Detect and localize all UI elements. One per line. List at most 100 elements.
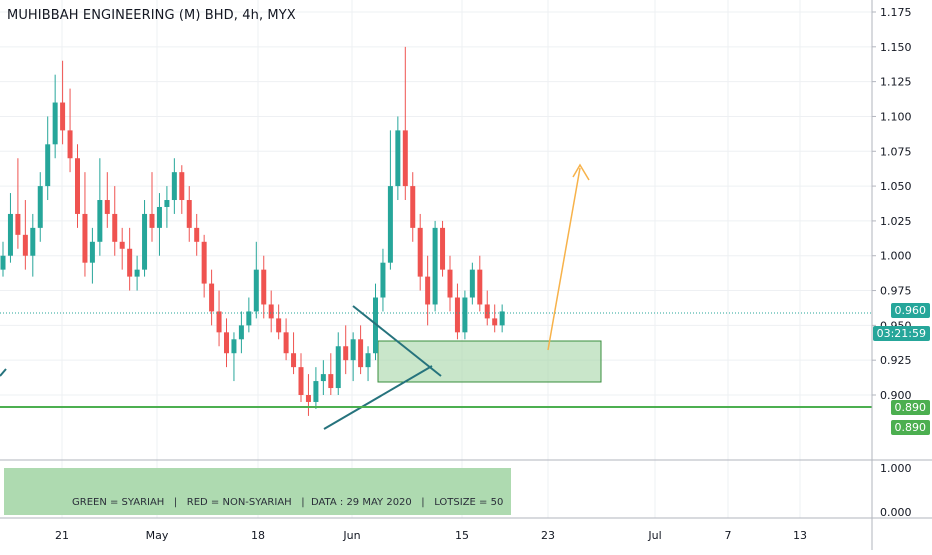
candle-body bbox=[97, 200, 103, 242]
candle-body bbox=[156, 206, 162, 228]
time-tick-label: 23 bbox=[541, 529, 555, 542]
candle-body bbox=[104, 200, 110, 214]
time-tick-label: 7 bbox=[725, 529, 732, 542]
candle-body bbox=[447, 269, 453, 298]
price-tick-label: 1.175 bbox=[880, 6, 912, 19]
candle-body bbox=[425, 276, 431, 305]
candle-body bbox=[268, 304, 274, 319]
candle-body bbox=[320, 374, 326, 382]
candle-body bbox=[373, 297, 378, 354]
candle-body bbox=[142, 213, 148, 270]
candle-body bbox=[216, 311, 222, 333]
candle-body bbox=[328, 374, 334, 389]
price-tick-label: 1.150 bbox=[880, 41, 912, 54]
candle-body bbox=[164, 200, 170, 207]
candle-body bbox=[276, 318, 282, 333]
candle-body bbox=[0, 255, 6, 270]
arrow-head bbox=[572, 163, 590, 181]
support-badge-1: 0.890 bbox=[890, 400, 930, 415]
price-tick-label: 1.000 bbox=[880, 250, 912, 263]
candle-body bbox=[335, 346, 341, 389]
candle-body bbox=[365, 353, 371, 368]
price-tick-label: 1.075 bbox=[880, 145, 912, 158]
time-tick-label: 15 bbox=[455, 529, 469, 542]
projection-arrow bbox=[547, 167, 581, 351]
time-tick-label: Jul bbox=[647, 529, 661, 542]
candle-body bbox=[201, 241, 207, 284]
candle-body bbox=[283, 332, 289, 354]
candle-body bbox=[395, 130, 401, 187]
candle-body bbox=[89, 241, 95, 263]
candle-body bbox=[186, 200, 192, 228]
indicator-tick-label: 0.000 bbox=[880, 506, 912, 519]
candle-body bbox=[238, 325, 244, 340]
candle-body bbox=[127, 248, 133, 277]
candle-body bbox=[462, 297, 468, 333]
candle-body bbox=[305, 395, 311, 402]
candle-body bbox=[469, 269, 475, 298]
candle-body bbox=[410, 186, 416, 228]
candle-body bbox=[82, 213, 88, 263]
candle-body bbox=[112, 213, 118, 242]
candle-body bbox=[7, 213, 13, 256]
candle-body bbox=[417, 227, 423, 277]
candle-body bbox=[477, 269, 483, 305]
last-price-badge: 0.960 bbox=[890, 303, 930, 318]
candle-body bbox=[37, 186, 43, 228]
support-badge-2: 0.890 bbox=[890, 420, 930, 435]
price-tick-label: 1.050 bbox=[880, 180, 912, 193]
candle-body bbox=[358, 339, 364, 368]
candle-body bbox=[52, 102, 58, 145]
candle-body bbox=[67, 130, 73, 159]
candle-body bbox=[231, 339, 237, 354]
chart-title: MUHIBBAH ENGINEERING (M) BHD, 4h, MYX bbox=[7, 8, 296, 23]
triangle-upper-line bbox=[352, 305, 442, 377]
candle-body bbox=[291, 353, 297, 368]
candle-body bbox=[149, 213, 155, 228]
countdown-badge: 03:21:59 bbox=[872, 326, 930, 341]
indicator-tick-label: 1.000 bbox=[880, 462, 912, 475]
candle-body bbox=[454, 297, 460, 333]
candle-body bbox=[171, 172, 177, 201]
candle-body bbox=[194, 227, 200, 242]
candle-body bbox=[492, 318, 498, 326]
candle-body bbox=[298, 367, 304, 395]
indicator-green-bar bbox=[4, 468, 511, 515]
candle-body bbox=[246, 311, 252, 326]
triangle-lower-line bbox=[323, 365, 433, 430]
candle-body bbox=[60, 102, 66, 131]
price-tick-label: 0.925 bbox=[880, 354, 912, 367]
footer-label: GREEN = SYARIAH | RED = NON-SYARIAH | DA… bbox=[72, 497, 504, 508]
candle-body bbox=[343, 346, 349, 361]
candle-body bbox=[484, 304, 490, 319]
candle-body bbox=[313, 381, 319, 402]
left-stub-line bbox=[0, 368, 7, 377]
time-tick-label: 13 bbox=[793, 529, 807, 542]
candle-body bbox=[22, 234, 28, 256]
candle-body bbox=[261, 269, 267, 305]
candle-body bbox=[15, 213, 21, 235]
price-tick-label: 1.025 bbox=[880, 215, 912, 228]
candle-body bbox=[440, 227, 446, 270]
candle-body bbox=[224, 332, 229, 354]
price-tick-label: 0.975 bbox=[880, 285, 912, 298]
candle-body bbox=[402, 130, 408, 187]
candle-body bbox=[432, 227, 438, 305]
candle-body bbox=[350, 339, 356, 361]
candle-body bbox=[380, 262, 386, 298]
price-tick-label: 0.900 bbox=[880, 389, 912, 402]
candle-body bbox=[209, 283, 215, 312]
candle-body bbox=[179, 172, 185, 201]
candle-body bbox=[30, 227, 36, 256]
candle-body bbox=[387, 186, 393, 263]
candle-body bbox=[75, 158, 80, 214]
time-tick-label: 21 bbox=[55, 529, 69, 542]
candle-body bbox=[119, 241, 125, 249]
price-tick-label: 1.125 bbox=[880, 76, 912, 89]
demand-zone-box bbox=[377, 340, 602, 383]
time-tick-label: 18 bbox=[251, 529, 265, 542]
price-tick-label: 1.100 bbox=[880, 110, 912, 123]
candle-body bbox=[45, 144, 51, 187]
